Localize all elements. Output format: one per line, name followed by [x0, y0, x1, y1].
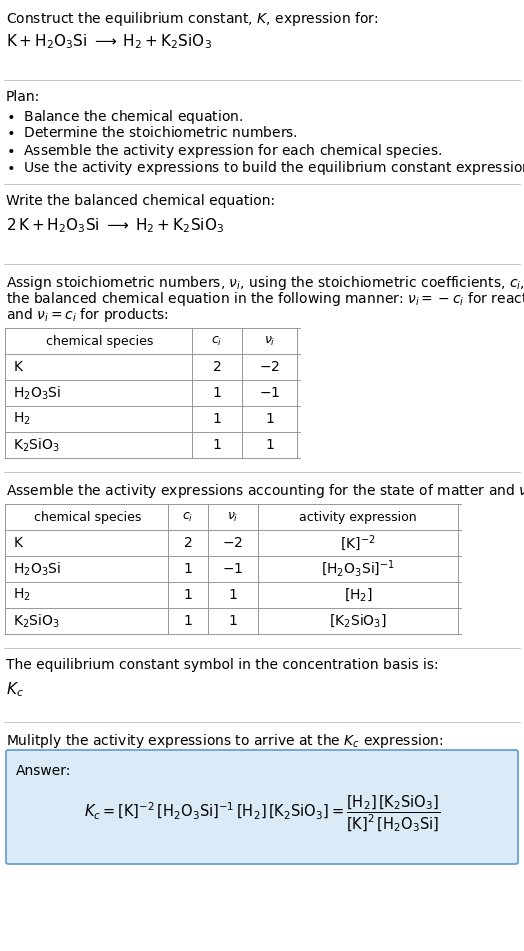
Text: and $\nu_i = c_i$ for products:: and $\nu_i = c_i$ for products:: [6, 306, 169, 324]
Text: 1: 1: [183, 614, 192, 628]
Text: $\bullet$  Determine the stoichiometric numbers.: $\bullet$ Determine the stoichiometric n…: [6, 125, 298, 140]
Text: $\mathrm{H_2}$: $\mathrm{H_2}$: [13, 587, 31, 603]
Text: $-1$: $-1$: [259, 386, 280, 400]
Text: Assemble the activity expressions accounting for the state of matter and $\nu_i$: Assemble the activity expressions accoun…: [6, 482, 524, 500]
Text: $-2$: $-2$: [223, 536, 244, 550]
Text: $\mathrm{2\,K + H_2O_3Si \;\longrightarrow\; H_2 + K_2SiO_3}$: $\mathrm{2\,K + H_2O_3Si \;\longrightarr…: [6, 216, 224, 235]
Text: $-2$: $-2$: [259, 360, 280, 374]
Text: Plan:: Plan:: [6, 90, 40, 104]
Text: Mulitply the activity expressions to arrive at the $K_c$ expression:: Mulitply the activity expressions to arr…: [6, 732, 443, 750]
Text: Write the balanced chemical equation:: Write the balanced chemical equation:: [6, 194, 275, 208]
Text: the balanced chemical equation in the following manner: $\nu_i = -c_i$ for react: the balanced chemical equation in the fo…: [6, 290, 524, 308]
Text: 1: 1: [183, 588, 192, 602]
Text: $\mathrm{K_2SiO_3}$: $\mathrm{K_2SiO_3}$: [13, 437, 60, 454]
Text: $[\mathrm{H_2}]$: $[\mathrm{H_2}]$: [344, 587, 373, 603]
Text: $\mathrm{K_2SiO_3}$: $\mathrm{K_2SiO_3}$: [13, 612, 60, 630]
Text: 1: 1: [183, 562, 192, 576]
Text: 1: 1: [265, 438, 274, 452]
Text: Assign stoichiometric numbers, $\nu_i$, using the stoichiometric coefficients, $: Assign stoichiometric numbers, $\nu_i$, …: [6, 274, 524, 292]
Text: 2: 2: [183, 536, 192, 550]
Text: $\mathrm{K}$: $\mathrm{K}$: [13, 536, 24, 550]
Text: $\mathrm{H_2O_3Si}$: $\mathrm{H_2O_3Si}$: [13, 384, 61, 401]
Text: $\mathrm{H_2O_3Si}$: $\mathrm{H_2O_3Si}$: [13, 560, 61, 577]
Text: $\bullet$  Use the activity expressions to build the equilibrium constant expres: $\bullet$ Use the activity expressions t…: [6, 159, 524, 177]
FancyBboxPatch shape: [6, 750, 518, 864]
Text: $c_i$: $c_i$: [182, 511, 194, 524]
Text: 1: 1: [213, 438, 222, 452]
Text: $\mathrm{K}$: $\mathrm{K}$: [13, 360, 24, 374]
Text: 1: 1: [213, 386, 222, 400]
Text: $\bullet$  Balance the chemical equation.: $\bullet$ Balance the chemical equation.: [6, 108, 243, 126]
Text: chemical species: chemical species: [46, 335, 154, 347]
Text: 1: 1: [228, 588, 237, 602]
Text: $[\mathrm{H_2O_3Si}]^{-1}$: $[\mathrm{H_2O_3Si}]^{-1}$: [321, 559, 395, 579]
Text: chemical species: chemical species: [34, 511, 141, 523]
Text: activity expression: activity expression: [299, 511, 417, 523]
Text: 1: 1: [228, 614, 237, 628]
Text: $\nu_i$: $\nu_i$: [264, 335, 275, 347]
Text: $c_i$: $c_i$: [211, 335, 223, 347]
Text: The equilibrium constant symbol in the concentration basis is:: The equilibrium constant symbol in the c…: [6, 658, 439, 672]
Text: 1: 1: [265, 412, 274, 426]
Text: $[\mathrm{K_2SiO_3}]$: $[\mathrm{K_2SiO_3}]$: [329, 612, 387, 630]
Text: Answer:: Answer:: [16, 764, 71, 778]
Text: $\bullet$  Assemble the activity expression for each chemical species.: $\bullet$ Assemble the activity expressi…: [6, 142, 442, 160]
Text: Construct the equilibrium constant, $K$, expression for:: Construct the equilibrium constant, $K$,…: [6, 10, 378, 28]
Text: $K_c$: $K_c$: [6, 680, 24, 699]
Text: 2: 2: [213, 360, 221, 374]
Text: $[\mathrm{K}]^{-2}$: $[\mathrm{K}]^{-2}$: [340, 534, 376, 553]
Text: $-1$: $-1$: [222, 562, 244, 576]
Text: $\mathrm{H_2}$: $\mathrm{H_2}$: [13, 411, 31, 427]
Text: $\nu_i$: $\nu_i$: [227, 511, 239, 524]
Text: 1: 1: [213, 412, 222, 426]
Text: $K_c = [\mathrm{K}]^{-2}\,[\mathrm{H_2O_3Si}]^{-1}\,[\mathrm{H_2}]\,[\mathrm{K_2: $K_c = [\mathrm{K}]^{-2}\,[\mathrm{H_2O_…: [84, 794, 440, 834]
Text: $\mathrm{K} + \mathrm{H_2O_3Si} \;\longrightarrow\; \mathrm{H_2} + \mathrm{K_2Si: $\mathrm{K} + \mathrm{H_2O_3Si} \;\longr…: [6, 32, 212, 50]
